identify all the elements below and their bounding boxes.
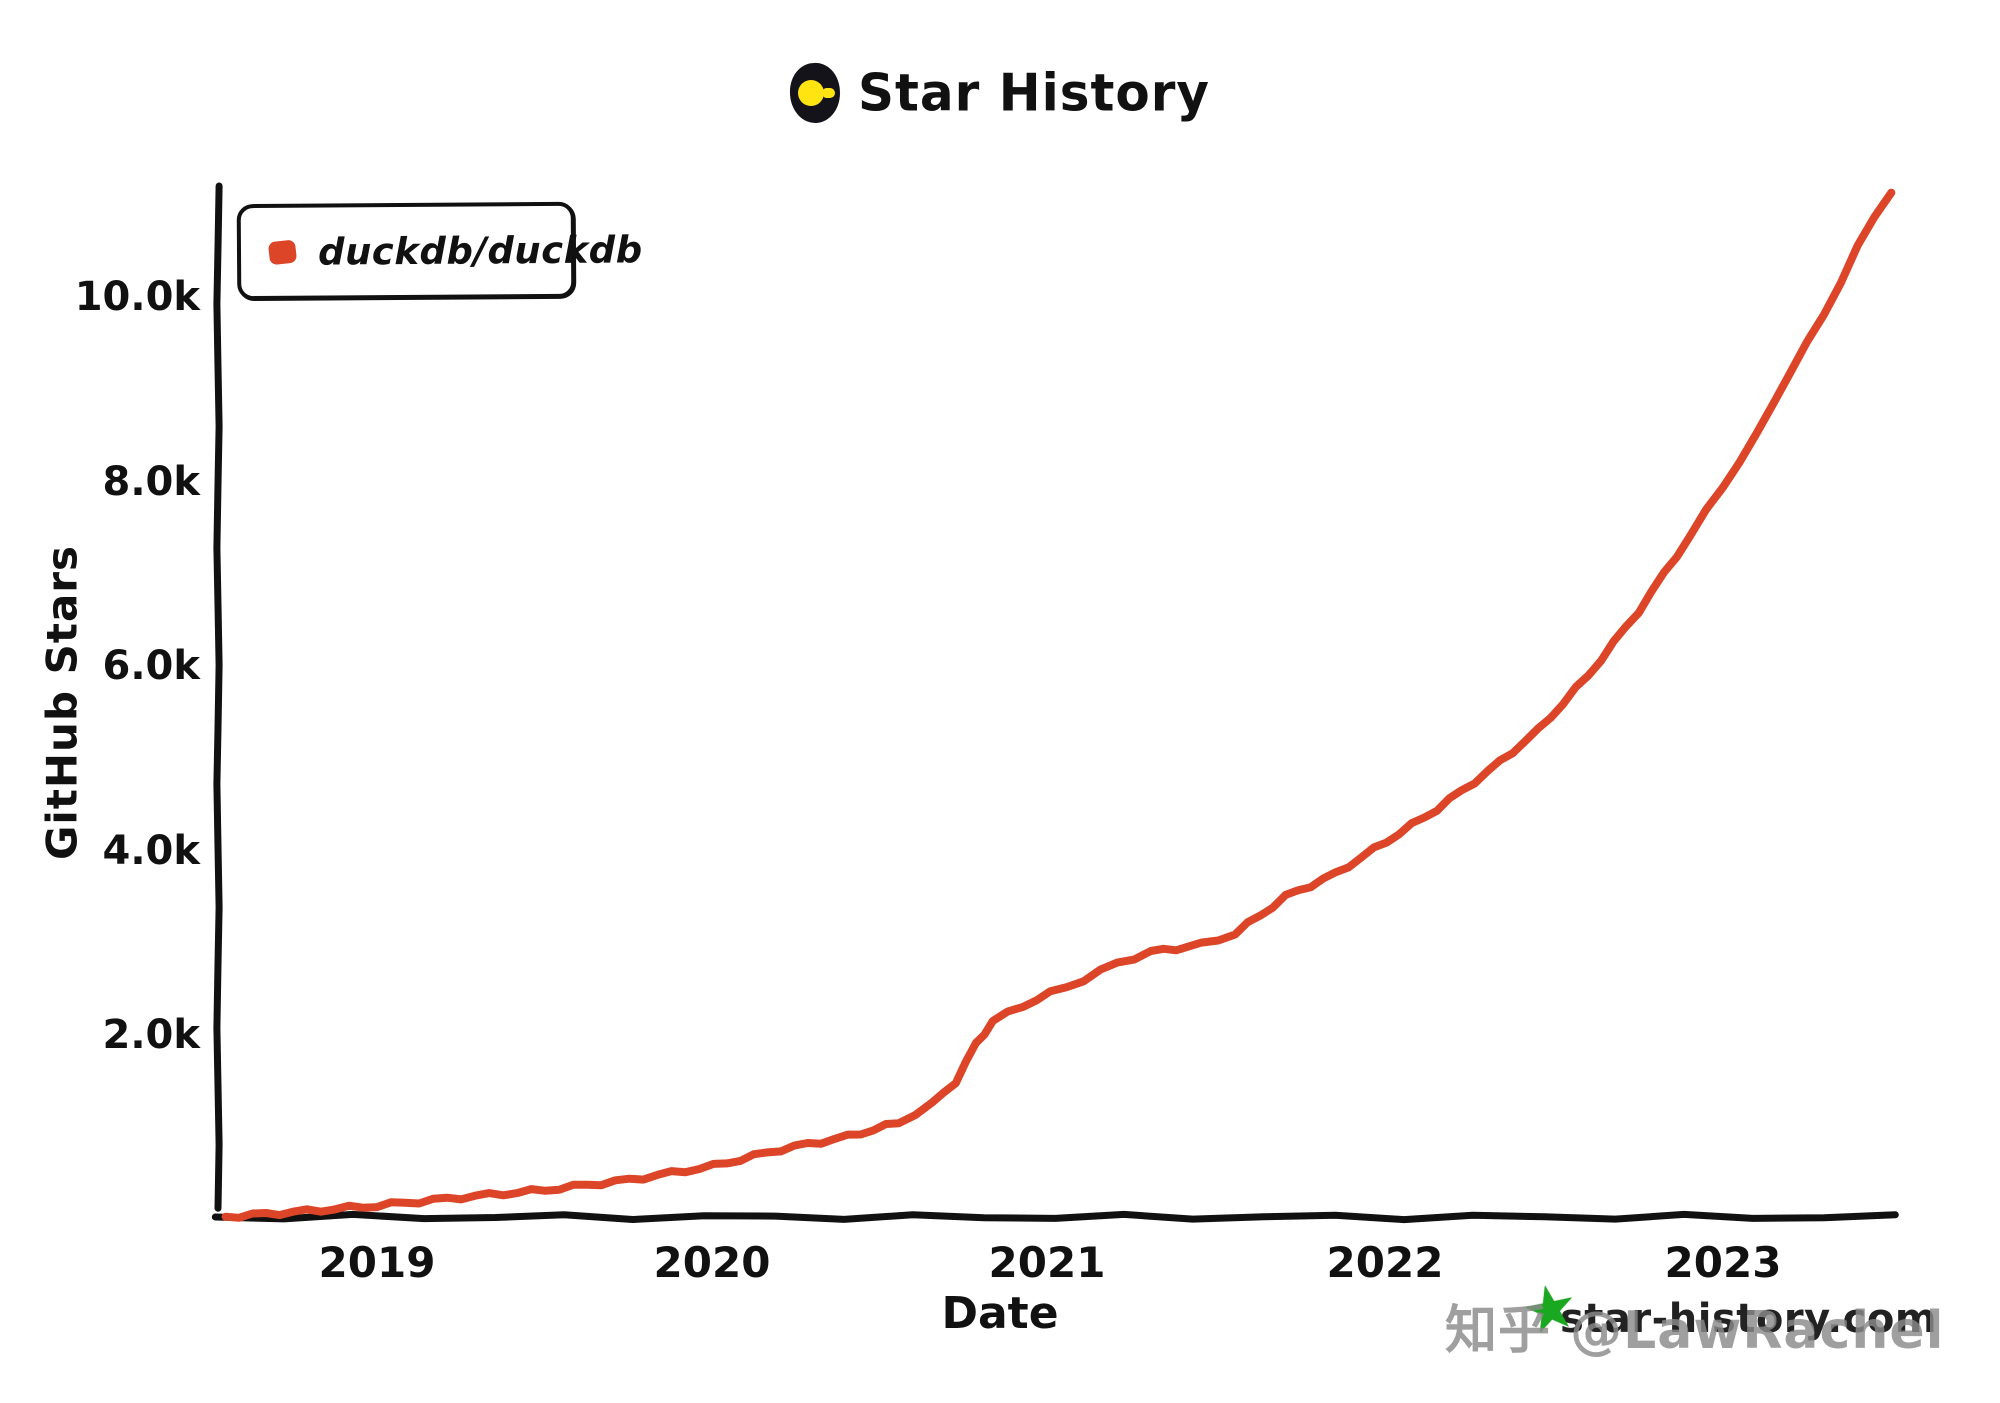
x-tick-2022: 2022 xyxy=(1326,1238,1444,1287)
series-line-duckdb xyxy=(221,188,1896,1222)
site-watermark: star-history.com xyxy=(1560,1296,1938,1342)
x-tick-2019: 2019 xyxy=(318,1238,436,1287)
y-tick-2k: 2.0k xyxy=(102,1012,200,1058)
x-tick-2021: 2021 xyxy=(988,1238,1106,1287)
y-tick-4k: 4.0k xyxy=(102,828,200,874)
y-tick-10k: 10.0k xyxy=(74,274,200,320)
legend-series-label: duckdb/duckdb xyxy=(317,227,643,274)
legend-box: duckdb/duckdb xyxy=(236,201,643,301)
zhihu-watermark: 知乎 @LawRachel xyxy=(1445,1301,1945,1361)
x-axis-line xyxy=(211,1210,1899,1224)
x-tick-2020: 2020 xyxy=(653,1238,771,1287)
y-tick-8k: 8.0k xyxy=(102,459,200,505)
x-axis-title: Date xyxy=(941,1288,1059,1339)
x-tick-2023: 2023 xyxy=(1664,1238,1782,1287)
page-title: Star History xyxy=(858,62,1210,124)
star-history-logo-icon xyxy=(787,61,843,125)
legend-marker-icon xyxy=(267,238,298,265)
y-axis-line xyxy=(213,182,223,1212)
chart-title-row: Star History xyxy=(0,48,2000,138)
y-tick-6k: 6.0k xyxy=(102,643,200,689)
